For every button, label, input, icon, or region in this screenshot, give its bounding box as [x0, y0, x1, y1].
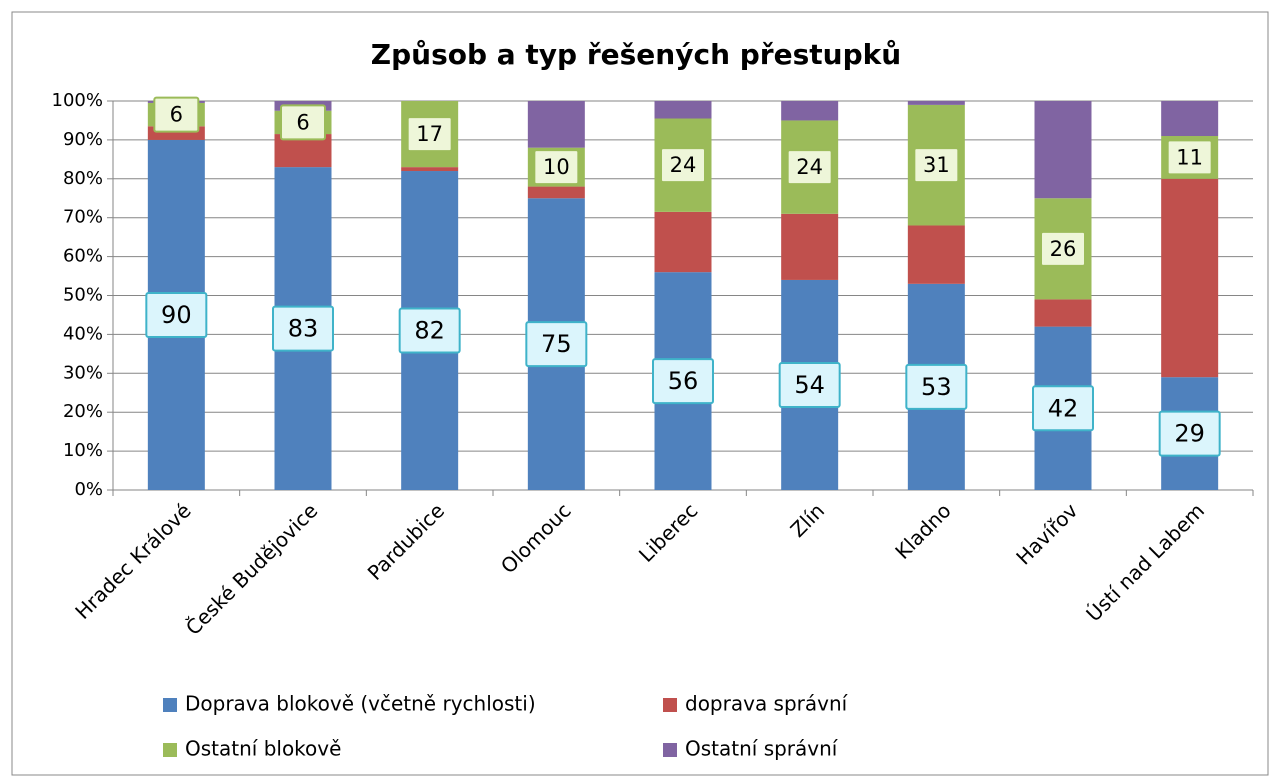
legend-swatch	[663, 698, 677, 712]
y-tick-label: 10%	[63, 440, 103, 461]
bar-segment	[654, 211, 712, 273]
data-label-box	[913, 147, 960, 184]
data-label-box	[786, 149, 833, 186]
data-label: 24	[796, 155, 823, 179]
legend-swatch	[163, 698, 177, 712]
y-tick-label: 60%	[63, 246, 103, 267]
bar-segment	[1034, 299, 1092, 327]
bar-segment	[1161, 101, 1219, 137]
bar-segment	[654, 101, 712, 119]
legend-swatch	[663, 743, 677, 757]
data-label-box	[652, 358, 714, 405]
bar-segment	[1034, 101, 1092, 199]
legend-label: Ostatní správní	[685, 737, 839, 761]
data-label: 6	[170, 103, 183, 127]
bar-segment	[781, 101, 839, 121]
data-label-box	[145, 291, 208, 338]
chart-title: Způsob a typ řešených přestupků	[371, 38, 901, 71]
bar-segment	[781, 213, 839, 280]
data-label: 6	[296, 110, 309, 134]
y-tick-label: 80%	[63, 168, 103, 189]
bar-segment	[1161, 178, 1219, 378]
data-label: 29	[1174, 420, 1205, 448]
data-label: 10	[543, 155, 570, 179]
bar-segment	[907, 101, 965, 105]
data-label-box	[1040, 230, 1086, 267]
data-label: 83	[288, 315, 319, 343]
data-label: 42	[1048, 394, 1079, 422]
data-label-box	[533, 149, 580, 186]
bar-segment	[527, 186, 585, 199]
data-label: 54	[794, 371, 825, 399]
bar-segment	[907, 225, 965, 284]
data-label: 24	[670, 153, 697, 177]
data-label-box	[1166, 139, 1213, 176]
data-label-box	[280, 104, 326, 141]
data-label: 17	[416, 122, 443, 146]
data-label: 75	[541, 330, 572, 358]
data-label-box	[525, 321, 588, 368]
data-label: 82	[414, 317, 445, 345]
y-tick-label: 70%	[63, 207, 103, 228]
y-tick-label: 40%	[63, 323, 103, 344]
data-label-box	[406, 116, 453, 153]
data-label: 31	[923, 153, 950, 177]
legend-label: Ostatní blokově	[185, 737, 341, 761]
data-label: 53	[921, 373, 952, 401]
y-tick-label: 20%	[63, 401, 103, 422]
legend-label: Doprava blokově (včetně rychlosti)	[185, 692, 536, 716]
bar-segment	[527, 101, 585, 148]
data-label-box	[153, 96, 200, 133]
data-label: 56	[668, 367, 699, 395]
data-label-box	[778, 361, 841, 408]
data-label: 90	[161, 301, 192, 329]
data-label-box	[1032, 385, 1094, 432]
data-label-box	[1158, 410, 1221, 457]
data-label-box	[272, 305, 334, 352]
bar-segment	[401, 167, 459, 172]
data-label: 11	[1176, 145, 1203, 169]
y-tick-label: 100%	[52, 90, 103, 111]
data-label-box	[398, 307, 461, 354]
data-label-box	[905, 363, 968, 410]
y-tick-label: 50%	[63, 285, 103, 306]
data-label-box	[660, 147, 706, 184]
data-label: 26	[1050, 237, 1077, 261]
legend-swatch	[163, 743, 177, 757]
y-tick-label: 0%	[74, 479, 103, 500]
y-tick-label: 90%	[63, 129, 103, 150]
legend-label: doprava správní	[685, 692, 849, 716]
y-tick-label: 30%	[63, 362, 103, 383]
